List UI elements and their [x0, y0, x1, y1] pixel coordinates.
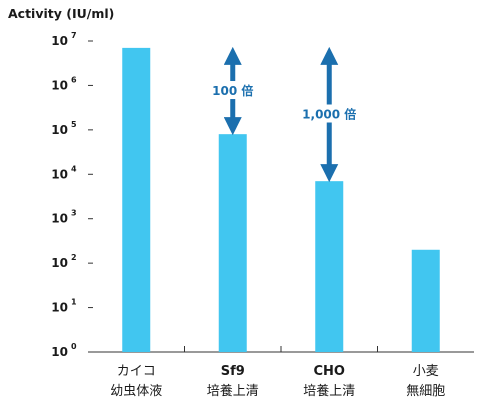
x-category-sublabel: 培養上清: [207, 383, 259, 399]
bars: [122, 47, 440, 352]
y-tick-label: 10: [51, 34, 68, 48]
bar: [218, 134, 247, 352]
annotations: 100 倍 1,000 倍: [200, 46, 362, 183]
fold-annotation-label: 100 倍: [212, 83, 253, 98]
y-tick-exponent: 6: [71, 75, 77, 84]
y-tick-label: 10: [51, 212, 68, 226]
fold-label-background: [297, 105, 362, 122]
bar: [315, 181, 344, 352]
x-category-label: CHO: [314, 364, 345, 379]
y-tick-label: 10: [51, 167, 68, 181]
x-category-sublabel: 幼虫体液: [110, 384, 162, 399]
y-tick-label: 10: [51, 256, 68, 270]
y-axis-title: Activity (IU/ml): [8, 6, 115, 21]
bar: [411, 249, 440, 352]
x-category-sublabel: 培養上清: [303, 383, 355, 399]
x-category-label: Sf9: [221, 364, 245, 379]
y-tick-exponent: 2: [71, 253, 77, 262]
axes: [88, 40, 474, 353]
y-tick-exponent: 3: [71, 209, 77, 218]
bar: [122, 47, 151, 352]
x-category-label: 小麦: [413, 364, 439, 379]
y-tick-exponent: 4: [71, 164, 77, 173]
x-category-label: カイコ: [117, 364, 156, 379]
y-tick-label: 10: [51, 123, 68, 137]
y-tick-label: 10: [51, 78, 68, 92]
fold-label-background: [200, 82, 265, 99]
y-tick-exponent: 1: [71, 298, 77, 307]
y-tick-exponent: 5: [71, 120, 77, 129]
y-tick-exponent: 7: [71, 31, 77, 40]
y-tick-label: 10: [51, 345, 68, 359]
y-tick-exponent: 0: [71, 342, 77, 351]
y-tick-label: 10: [51, 301, 68, 315]
fold-annotation-label: 1,000 倍: [302, 107, 356, 122]
x-category-sublabel: 無細胞: [406, 384, 445, 399]
